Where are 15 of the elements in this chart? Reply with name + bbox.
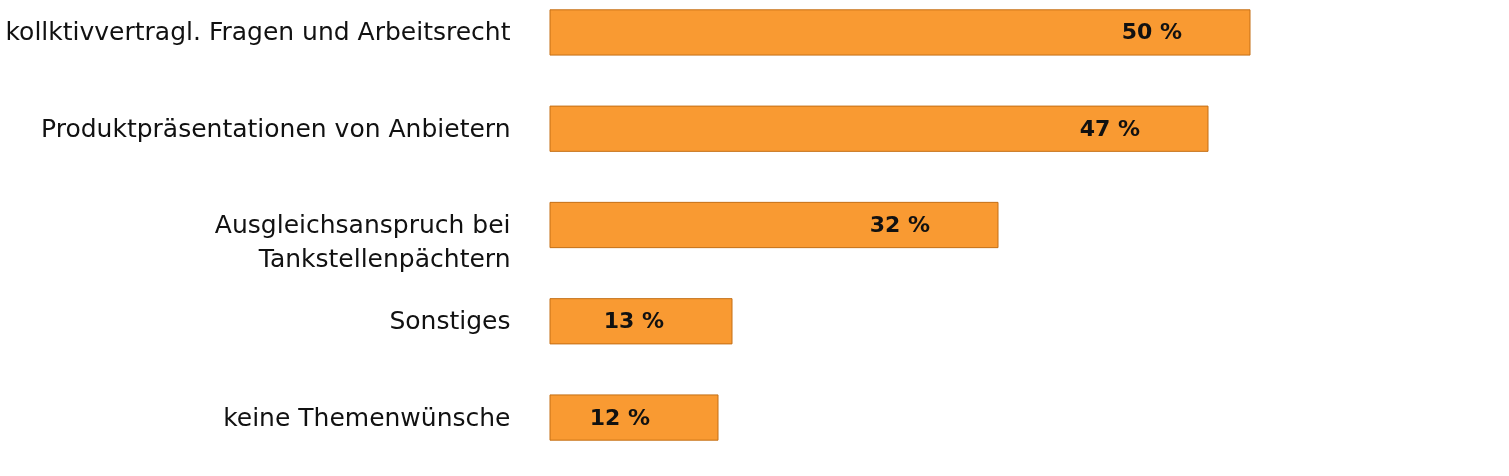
bar: [549, 298, 733, 345]
data-label: 50 %: [1121, 19, 1182, 45]
bar: [549, 9, 1251, 56]
y-tick-label: Produktpräsentationen von Anbietern: [41, 113, 511, 143]
y-tick-label: Ausgleichsanspruch bei Tankstellenpächtern: [214, 210, 511, 273]
y-tick-label: keine Themenwünsche: [223, 402, 511, 432]
data-label: 47 %: [1079, 115, 1140, 141]
y-tick-label: Sonstiges: [389, 306, 511, 336]
bar: [549, 201, 999, 249]
bar: [549, 105, 1209, 152]
data-label: 12 %: [589, 404, 650, 430]
data-label: 32 %: [869, 212, 930, 237]
y-tick-label: kollktivvertragl. Fragen und Arbeitsrecht: [5, 17, 511, 47]
bar: [549, 394, 719, 441]
data-label: 13 %: [603, 308, 664, 334]
